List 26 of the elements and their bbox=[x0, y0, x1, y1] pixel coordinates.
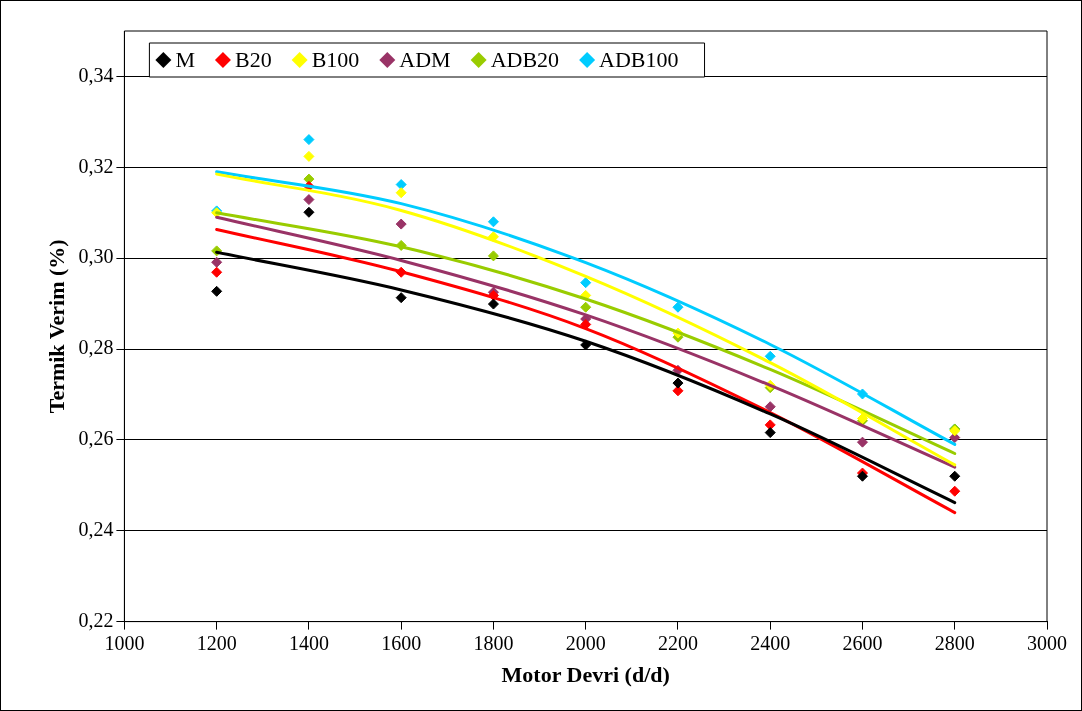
legend-label: M bbox=[175, 46, 195, 72]
legend-label: ADM bbox=[399, 46, 451, 72]
x-tick-label: 2000 bbox=[565, 631, 606, 654]
y-tick-label: 0,34 bbox=[78, 63, 114, 86]
x-tick-label: 1400 bbox=[288, 631, 329, 654]
y-tick-label: 0,24 bbox=[78, 517, 114, 540]
x-tick-label: 2600 bbox=[842, 631, 883, 654]
x-tick-label: 1600 bbox=[381, 631, 422, 654]
y-tick-label: 0,22 bbox=[78, 608, 114, 631]
x-tick-label: 1000 bbox=[104, 631, 145, 654]
x-tick-label: 1200 bbox=[196, 631, 237, 654]
y-tick-label: 0,28 bbox=[78, 336, 114, 359]
legend-label: B20 bbox=[234, 46, 272, 72]
x-tick-label: 3000 bbox=[1027, 631, 1067, 654]
legend-label: B100 bbox=[311, 46, 360, 72]
y-tick-label: 0,32 bbox=[78, 154, 114, 177]
legend-label: ADB100 bbox=[599, 46, 679, 72]
x-tick-label: 2400 bbox=[750, 631, 791, 654]
y-axis-title: Termik Verim (%) bbox=[43, 239, 69, 414]
x-tick-label: 1800 bbox=[473, 631, 514, 654]
y-tick-label: 0,26 bbox=[78, 427, 114, 450]
legend-label: ADB20 bbox=[490, 46, 560, 72]
y-tick-label: 0,30 bbox=[78, 245, 114, 268]
x-tick-label: 2200 bbox=[657, 631, 698, 654]
x-axis-title: Motor Devri (d/d) bbox=[501, 662, 670, 688]
x-tick-label: 2800 bbox=[934, 631, 975, 654]
